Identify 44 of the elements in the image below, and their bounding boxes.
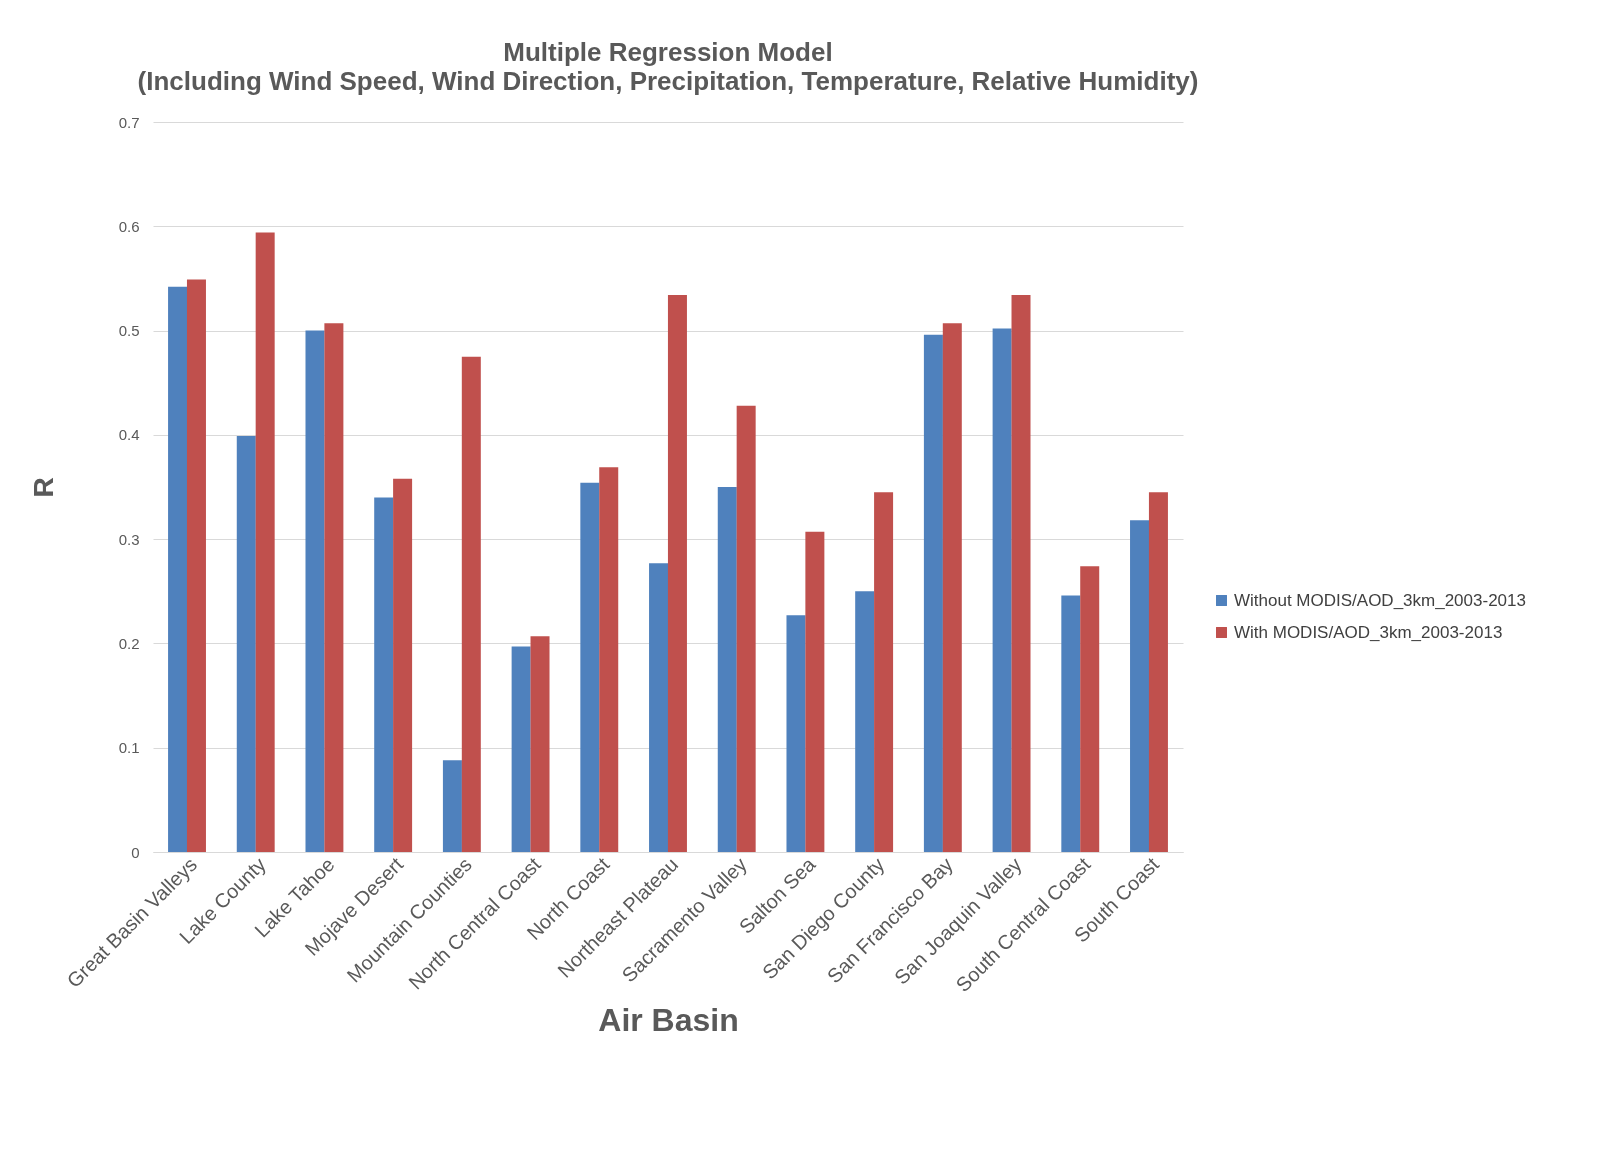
bar: [580, 482, 600, 852]
x-axis-title: Air Basin: [598, 1001, 739, 1038]
bar: [1148, 492, 1168, 852]
bar: [1130, 520, 1150, 852]
bar: [667, 295, 687, 852]
chart-subtitle: (Including Wind Speed, Wind Direction, Precipitation, Temperature, Relative Humidity): [137, 66, 1199, 96]
bar: [1011, 295, 1031, 852]
bar: [923, 334, 943, 852]
bar: [530, 636, 550, 852]
y-tick-label: 0.3: [118, 530, 140, 548]
bar: [393, 478, 413, 852]
bar: [186, 279, 206, 852]
bar: [442, 760, 462, 852]
bar: [1061, 595, 1081, 852]
bar: [992, 328, 1012, 852]
bar: [374, 497, 394, 852]
bar: [874, 492, 894, 852]
bar: [461, 356, 481, 852]
y-tick-label: 0.4: [118, 426, 140, 444]
bar: [1080, 566, 1100, 852]
bar: [786, 615, 806, 852]
legend-label: With MODIS/AOD_3km_2003-2013: [1234, 622, 1503, 642]
bar: [168, 286, 188, 852]
legend-label: Without MODIS/AOD_3km_2003-2013: [1234, 590, 1526, 610]
bar: [236, 435, 256, 852]
bar: [255, 232, 275, 852]
bar: [942, 323, 962, 852]
chart-title: Multiple Regression Model: [503, 37, 833, 67]
bar: [855, 591, 875, 852]
bar: [717, 487, 737, 852]
bar: [511, 646, 531, 852]
bar: [324, 323, 344, 852]
y-tick-label: 0: [131, 843, 140, 861]
bar: [805, 531, 825, 852]
y-axis-title: R: [27, 477, 59, 498]
y-tick-label: 0.7: [118, 113, 140, 131]
y-tick-label: 0.1: [118, 739, 140, 757]
y-tick-label: 0.5: [118, 322, 140, 340]
y-tick-label: 0.2: [118, 634, 140, 652]
y-tick-label: 0.6: [118, 217, 140, 235]
bar: [649, 563, 669, 852]
bar: [305, 330, 325, 852]
bar: [736, 405, 756, 852]
bar: [599, 467, 619, 852]
